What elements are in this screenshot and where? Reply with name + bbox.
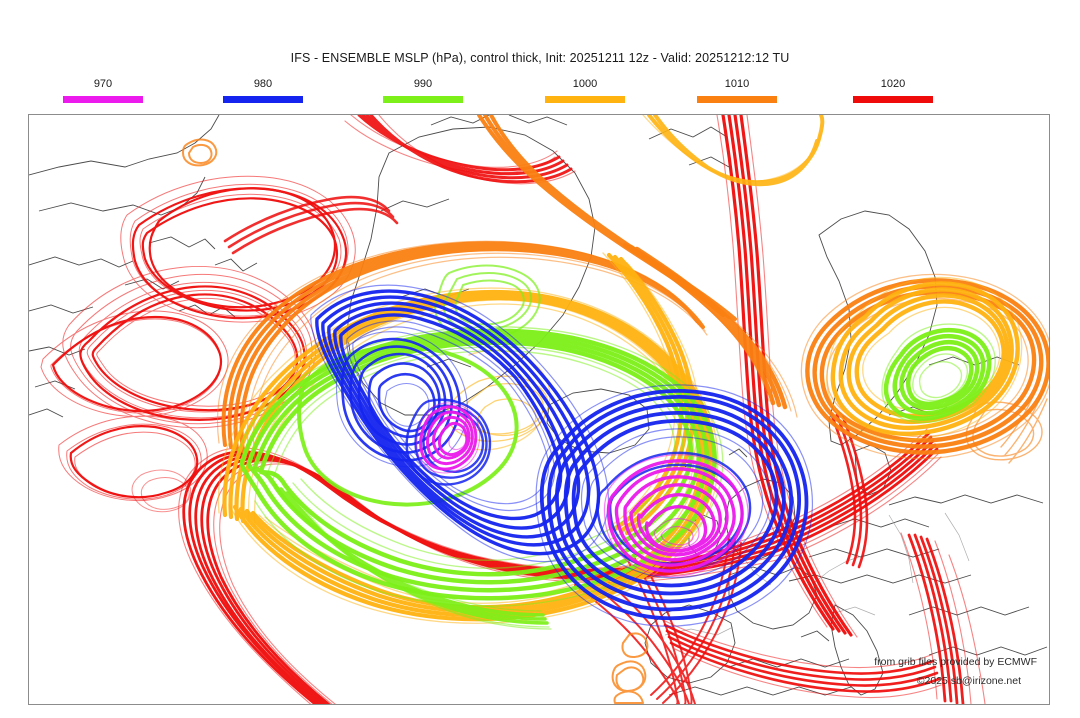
legend-entry-1000: 1000 <box>510 78 660 103</box>
legend-entry-1010: 1010 <box>662 78 812 103</box>
legend-label-1010: 1010 <box>724 78 750 90</box>
legend-label-1020: 1020 <box>880 78 906 90</box>
legend-label-980: 980 <box>253 78 273 90</box>
legend-swatch-990 <box>383 96 463 103</box>
spaghetti-contour-plot <box>29 115 1049 704</box>
legend-swatch-970 <box>63 96 143 103</box>
legend-swatch-1020 <box>853 96 933 103</box>
legend-entry-1020: 1020 <box>818 78 968 103</box>
legend-label-990: 990 <box>413 78 433 90</box>
contour-group-980 <box>310 284 813 627</box>
legend-label-970: 970 <box>93 78 113 90</box>
legend-swatch-1000 <box>545 96 625 103</box>
contour-group-970 <box>416 402 749 577</box>
legend-entry-990: 990 <box>348 78 498 103</box>
legend-entry-980: 980 <box>188 78 338 103</box>
legend-swatch-980 <box>223 96 303 103</box>
legend-label-1000: 1000 <box>572 78 598 90</box>
legend-swatch-1010 <box>697 96 777 103</box>
page-title: IFS - ENSEMBLE MSLP (hPa), control thick… <box>290 51 790 65</box>
attribution-source: from grib files provided by ECMWF <box>874 656 1037 668</box>
attribution-copyright: ©2025 sb@irizone.net <box>916 675 1021 687</box>
legend-entry-970: 970 <box>28 78 178 103</box>
pressure-legend: 970 980 990 1000 1010 1020 <box>28 78 1050 108</box>
map-canvas: from grib files provided by ECMWF ©2025 … <box>28 114 1050 705</box>
